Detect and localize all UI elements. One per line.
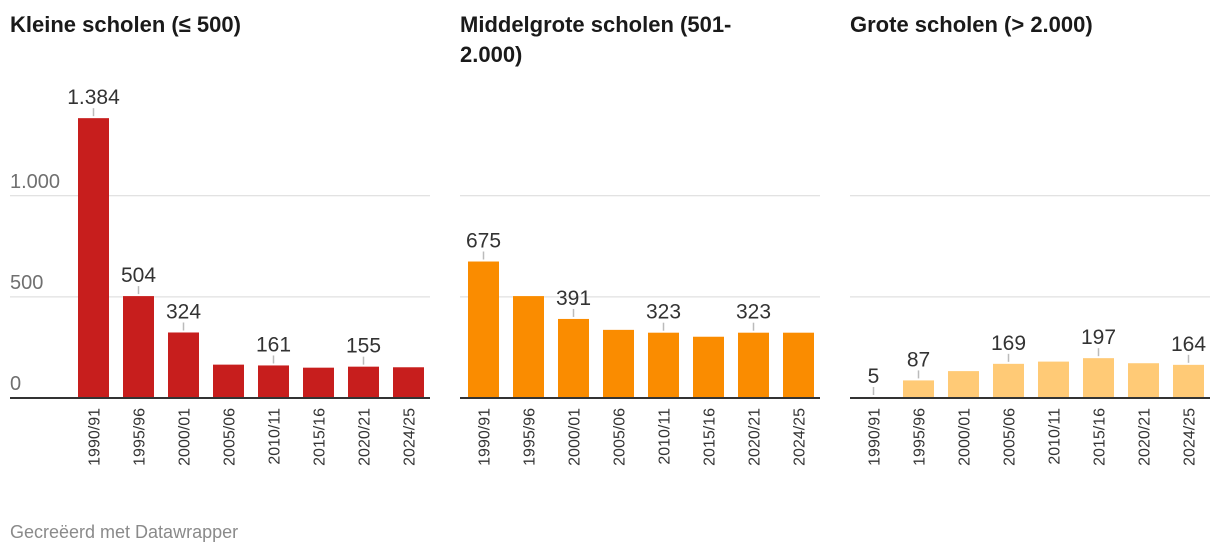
x-tick-label: 1990/91 xyxy=(87,408,104,466)
data-label: 197 xyxy=(1081,326,1116,349)
bar xyxy=(648,332,679,398)
x-tick-label: 2020/21 xyxy=(1137,408,1154,466)
x-tick-label: 2024/25 xyxy=(792,408,809,466)
bar xyxy=(1128,363,1159,398)
x-tick-label: 2000/01 xyxy=(177,408,194,466)
bar xyxy=(123,296,154,398)
data-label: 391 xyxy=(556,287,591,310)
bar xyxy=(948,371,979,398)
bar xyxy=(78,118,109,398)
panel-title: 2.000) xyxy=(460,42,522,67)
data-label: 323 xyxy=(736,301,771,324)
bar xyxy=(258,365,289,398)
x-tick-label: 2024/25 xyxy=(1182,408,1199,466)
x-tick-label: 2010/11 xyxy=(267,408,284,465)
data-label: 87 xyxy=(907,348,930,371)
data-label: 675 xyxy=(466,230,501,253)
bar xyxy=(693,336,724,398)
chart-panel-1: Kleine scholen (≤ 500) 0 500 1.000 1990/91 19… xyxy=(10,12,430,466)
x-tick-label: 2020/21 xyxy=(747,408,764,466)
bar xyxy=(393,367,424,398)
bar xyxy=(993,363,1024,398)
x-tick-label: 1990/91 xyxy=(477,408,494,466)
x-tick-label: 2020/21 xyxy=(357,408,374,466)
x-tick-label: 1995/96 xyxy=(912,408,929,466)
x-tick-label: 2015/16 xyxy=(1092,408,1109,466)
chart-panel-2: Middelgrote scholen (501- 2.000) 1990/91 19… xyxy=(460,12,820,466)
x-tick-label: 2005/06 xyxy=(1002,408,1019,466)
bar xyxy=(468,261,499,398)
bar xyxy=(1083,358,1114,398)
bar xyxy=(1038,361,1069,398)
panel-title: Middelgrote scholen (501- xyxy=(460,12,731,37)
x-tick-label: 2005/06 xyxy=(222,408,239,466)
data-label: 323 xyxy=(646,301,681,324)
x-tick-label: 2015/16 xyxy=(702,408,719,466)
bar xyxy=(513,296,544,398)
bar xyxy=(783,332,814,398)
x-tick-label: 1990/91 xyxy=(867,408,884,466)
chart-panel-3: Grote scholen (> 2.000) 1990/91 1995/96 200… xyxy=(850,12,1210,466)
data-label: 164 xyxy=(1171,333,1206,356)
x-tick-label: 2005/06 xyxy=(612,408,629,466)
data-label: 155 xyxy=(346,335,381,358)
x-tick-label: 1995/96 xyxy=(522,408,539,466)
bar xyxy=(903,380,934,398)
data-label: 1.384 xyxy=(67,86,120,109)
data-label: 169 xyxy=(991,332,1026,355)
y-tick-label: 500 xyxy=(10,272,43,294)
y-tick-label: 1.000 xyxy=(10,171,60,193)
small-multiples-bar-chart: Kleine scholen (≤ 500) 0 500 1.000 1990/91 19… xyxy=(10,12,1210,466)
bar xyxy=(738,332,769,398)
bar xyxy=(213,364,244,398)
bar xyxy=(1173,364,1204,398)
x-tick-label: 1995/96 xyxy=(132,408,149,466)
panel-title: Kleine scholen (≤ 500) xyxy=(10,12,241,37)
bar xyxy=(348,366,379,398)
x-tick-label: 2000/01 xyxy=(957,408,974,466)
x-tick-label: 2015/16 xyxy=(312,408,329,466)
bar xyxy=(603,329,634,398)
x-tick-label: 2024/25 xyxy=(402,408,419,466)
bar xyxy=(303,367,334,398)
data-label: 324 xyxy=(166,300,201,323)
x-tick-label: 2010/11 xyxy=(657,408,674,465)
bar xyxy=(168,332,199,398)
data-label: 161 xyxy=(256,333,291,356)
footer-credit: Gecreëerd met Datawrapper xyxy=(10,522,239,542)
data-label: 504 xyxy=(121,264,156,287)
bar xyxy=(558,318,589,398)
panel-title: Grote scholen (> 2.000) xyxy=(850,12,1093,37)
x-tick-label: 2000/01 xyxy=(567,408,584,466)
y-tick-label: 0 xyxy=(10,373,21,395)
data-label: 5 xyxy=(868,365,880,388)
x-tick-label: 2010/11 xyxy=(1047,408,1064,465)
